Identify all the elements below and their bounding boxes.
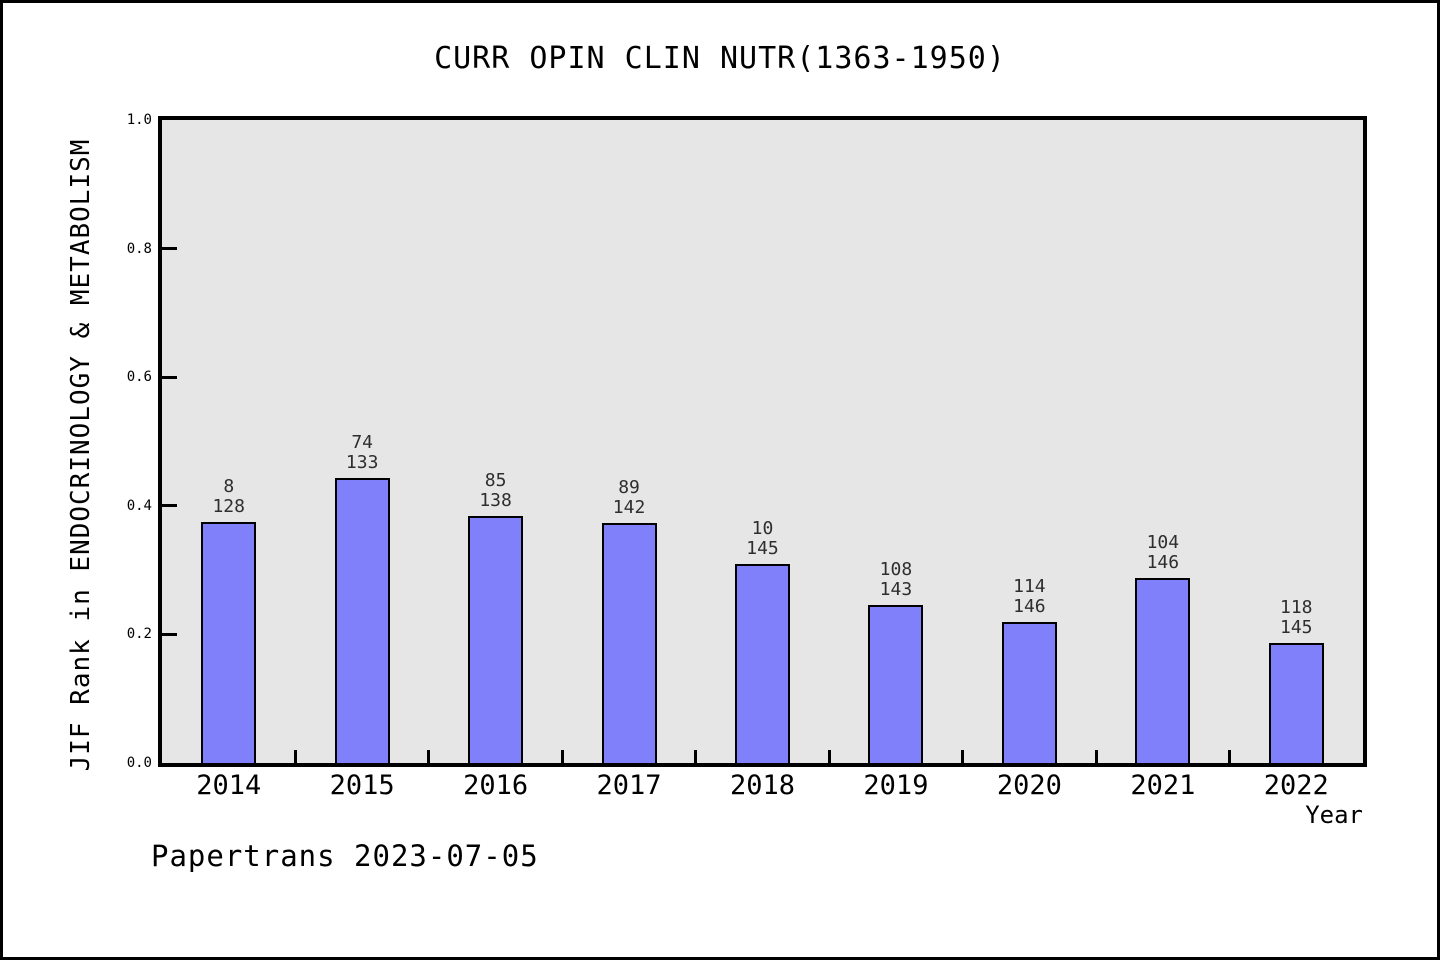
bar-2019	[868, 605, 924, 763]
y-tick-mark	[162, 375, 177, 379]
y-tick-label-1.0: 1.0	[126, 112, 152, 128]
bar-value-label-2016: 85 138	[479, 470, 512, 511]
x-tick-label-2016: 2016	[463, 770, 529, 801]
x-tick-mark	[1228, 750, 1232, 763]
y-tick-label-0.8: 0.8	[126, 240, 152, 257]
bar-value-label-2022: 118 145	[1280, 597, 1313, 638]
x-axis-label: Year	[1305, 801, 1363, 829]
bar-2015	[334, 478, 390, 763]
x-tick-label-2020: 2020	[996, 770, 1062, 801]
y-tick-mark	[162, 504, 177, 508]
bar-value-label-2021: 104 146	[1146, 532, 1180, 573]
x-tick-mark	[827, 750, 831, 763]
x-tick-mark	[560, 750, 564, 763]
x-tick-label-2018: 2018	[729, 770, 796, 801]
x-tick-label-2014: 2014	[196, 770, 262, 801]
bar-value-label-2014: 8 128	[212, 476, 245, 517]
plot-area: 8 128 74 133 85 138 89 142 10 145 108 143 114 …	[158, 116, 1367, 767]
y-tick-label-0.0: 0.0	[126, 755, 152, 771]
x-tick-label-2022: 2022	[1263, 770, 1329, 801]
x-tick-mark	[1094, 750, 1098, 763]
bar-2020	[1001, 622, 1057, 763]
x-tick-label-2017: 2017	[596, 770, 662, 801]
x-tick-label-2015: 2015	[329, 770, 395, 801]
bar-2016	[468, 516, 524, 763]
x-tick-mark	[961, 750, 965, 763]
y-tick-label-0.2: 0.2	[126, 626, 152, 643]
bar-2017	[601, 523, 657, 763]
bar-value-label-2017: 89 142	[612, 477, 646, 518]
y-axis-label: JIF Rank in ENDOCRINOLOGY & METABOLISM	[66, 138, 96, 772]
bar-value-label-2020: 114 146	[1013, 576, 1046, 617]
chart-title: CURR OPIN CLIN NUTR(1363-1950)	[434, 41, 1006, 76]
x-tick-mark	[694, 750, 698, 763]
bar-value-label-2018: 10 145	[746, 518, 779, 559]
x-tick-mark	[427, 750, 431, 763]
bar-2022	[1268, 643, 1324, 763]
x-tick-label-2021: 2021	[1130, 770, 1196, 801]
y-tick-mark	[162, 632, 177, 636]
bar-value-label-2015: 74 133	[345, 432, 379, 473]
y-tick-label-0.4: 0.4	[126, 497, 152, 514]
x-tick-mark	[293, 750, 297, 763]
y-tick-label-0.6: 0.6	[126, 369, 152, 386]
bar-value-label-2019: 108 143	[879, 559, 913, 600]
bar-2018	[735, 564, 790, 763]
bar-2021	[1135, 578, 1191, 763]
x-tick-label-2019: 2019	[863, 770, 929, 801]
plot-inner: 8 128 74 133 85 138 89 142 10 145 108 143 114 …	[162, 120, 1363, 763]
y-tick-mark	[162, 247, 177, 251]
bar-2014	[201, 522, 257, 763]
footer-note: Papertrans 2023-07-05	[151, 839, 539, 873]
